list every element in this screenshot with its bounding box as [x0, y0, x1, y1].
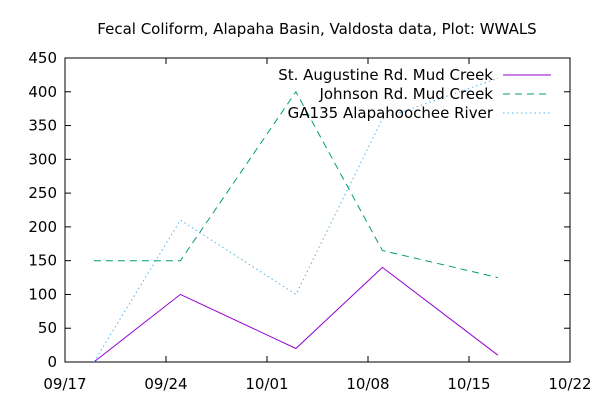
legend-label-2: Johnson Rd. Mud Creek — [318, 85, 493, 103]
x-tick-label: 10/01 — [245, 375, 288, 393]
y-tick-label: 400 — [28, 83, 57, 101]
y-tick-label: 350 — [28, 117, 57, 135]
chart-title: Fecal Coliform, Alapaha Basin, Valdosta … — [97, 20, 536, 38]
x-tick-label: 09/24 — [144, 375, 187, 393]
axes: 0 50 100 150 200 250 300 350 400 450 09/17 09/24 10/… — [28, 49, 591, 393]
y-tick-label: 200 — [28, 218, 57, 236]
y-tick-label: 150 — [28, 252, 57, 270]
series-line-3 — [93, 77, 499, 363]
legend-label-1: St. Augustine Rd. Mud Creek — [278, 66, 493, 84]
series-lines — [93, 77, 499, 363]
y-tick-label: 250 — [28, 184, 57, 202]
x-tick-label: 10/15 — [447, 375, 490, 393]
y-tick-label: 0 — [47, 353, 57, 371]
x-tick-label: 10/22 — [548, 375, 591, 393]
legend-label-3: GA135 Alapahoochee River — [288, 104, 494, 122]
y-tick-label: 100 — [28, 285, 57, 303]
x-tick-label: 09/17 — [43, 375, 86, 393]
y-tick-label: 300 — [28, 150, 57, 168]
y-tick-label: 450 — [28, 49, 57, 67]
plot-border — [64, 57, 571, 363]
y-tick-label: 50 — [38, 319, 57, 337]
series-line-1 — [93, 266, 499, 363]
series-line-2 — [93, 90, 499, 279]
x-tick-label: 10/08 — [346, 375, 389, 393]
